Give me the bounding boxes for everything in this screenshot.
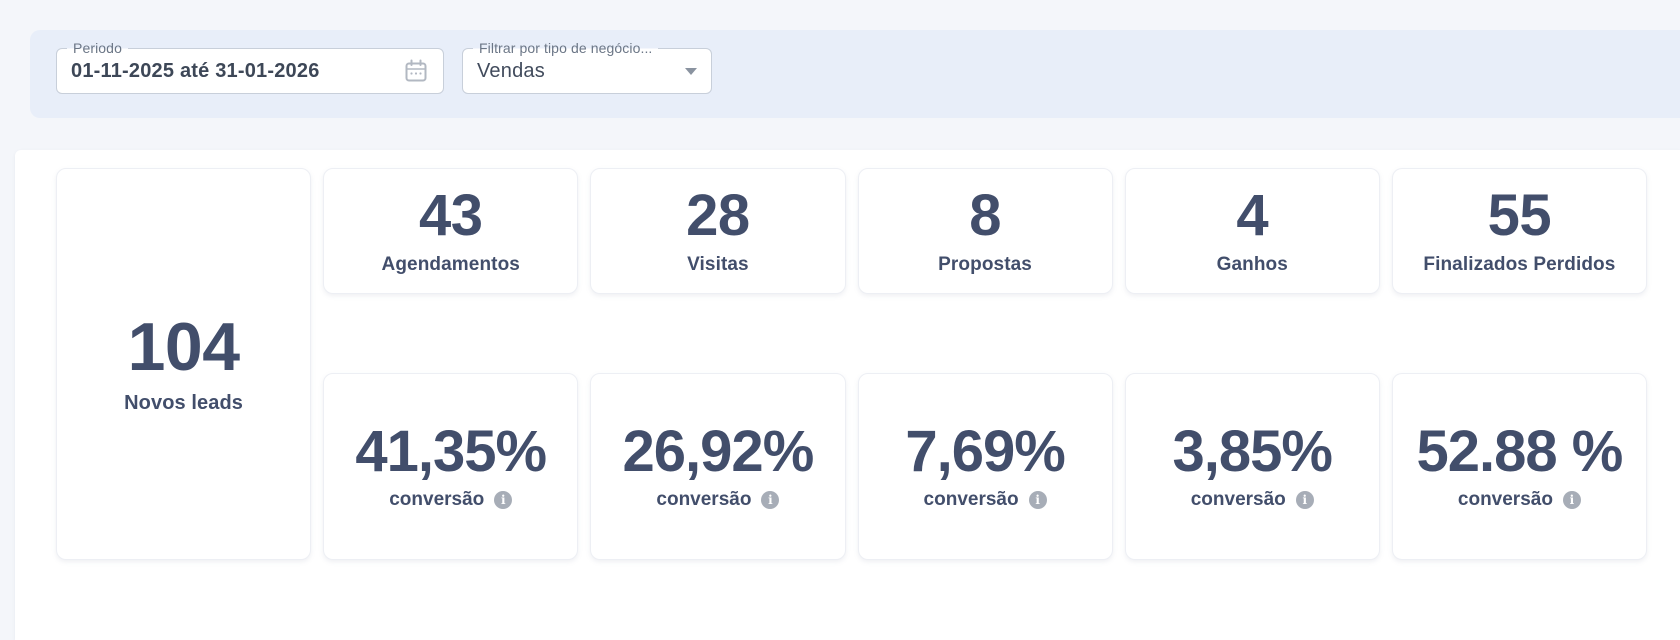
period-field[interactable]: Periodo 01-11-2025 até 31-01-2026	[56, 40, 444, 94]
info-icon[interactable]	[1295, 490, 1314, 509]
stage-label: Finalizados Perdidos	[1423, 253, 1616, 275]
stage-value: 4	[1236, 182, 1269, 248]
stage-label: Visitas	[687, 253, 749, 275]
stage-label: Agendamentos	[381, 253, 520, 275]
conversion-label: conversão	[923, 488, 1019, 510]
info-icon[interactable]	[494, 490, 513, 509]
conversion-card-agendamentos: 41,35% conversão	[323, 373, 579, 560]
conversion-card-propostas: 7,69% conversão	[857, 373, 1113, 560]
conversion-value: 7,69%	[905, 418, 1065, 484]
new-leads-card: 104 Novos leads	[56, 168, 312, 560]
content-panel: 104 Novos leads 43 Agendamentos 28 Visit…	[15, 150, 1680, 640]
conversion-card-visitas: 26,92% conversão	[590, 373, 846, 560]
business-type-value: Vendas	[477, 59, 545, 82]
conversion-label: conversão	[656, 488, 752, 510]
conversion-value: 52.88 %	[1416, 418, 1624, 484]
new-leads-label: Novos leads	[124, 392, 244, 414]
stage-card-visitas: 28 Visitas	[590, 168, 846, 294]
conversion-value: 3,85%	[1172, 418, 1333, 484]
chevron-down-icon	[685, 67, 697, 75]
stage-card-agendamentos: 43 Agendamentos	[323, 168, 579, 294]
conversion-value: 41,35%	[355, 418, 547, 484]
info-icon[interactable]	[761, 490, 780, 509]
conversion-value: 26,92%	[622, 418, 815, 484]
conversion-label: conversão	[1457, 488, 1553, 510]
filter-band: Periodo 01-11-2025 até 31-01-2026 Filtra…	[30, 30, 1680, 118]
period-field-label: Periodo	[67, 40, 128, 56]
stage-value: 55	[1487, 182, 1552, 248]
stage-value: 28	[686, 182, 750, 248]
stage-card-propostas: 8 Propostas	[857, 168, 1113, 294]
info-icon[interactable]	[1562, 490, 1581, 509]
new-leads-value: 104	[127, 309, 240, 385]
conversion-card-ganhos: 3,85% conversão	[1124, 373, 1380, 560]
stage-label: Propostas	[938, 253, 1032, 275]
stage-card-ganhos: 4 Ganhos	[1124, 168, 1380, 294]
period-field-value: 01-11-2025 até 31-01-2026	[71, 59, 320, 82]
stage-card-finalizados-perdidos: 55 Finalizados Perdidos	[1391, 168, 1647, 294]
conversion-card-finalizados-perdidos: 52.88 % conversão	[1391, 373, 1647, 560]
business-type-select[interactable]: Filtrar por tipo de negócio... Vendas	[462, 40, 712, 94]
business-type-label: Filtrar por tipo de negócio...	[473, 40, 659, 56]
stage-label: Ganhos	[1216, 253, 1288, 275]
conversion-label: conversão	[1190, 488, 1286, 510]
stage-value: 8	[969, 182, 1001, 248]
conversion-label: conversão	[389, 488, 485, 510]
calendar-icon[interactable]	[403, 58, 429, 84]
info-icon[interactable]	[1028, 490, 1047, 509]
stage-value: 43	[418, 182, 483, 248]
funnel-grid: 104 Novos leads 43 Agendamentos 28 Visit…	[56, 168, 1647, 560]
